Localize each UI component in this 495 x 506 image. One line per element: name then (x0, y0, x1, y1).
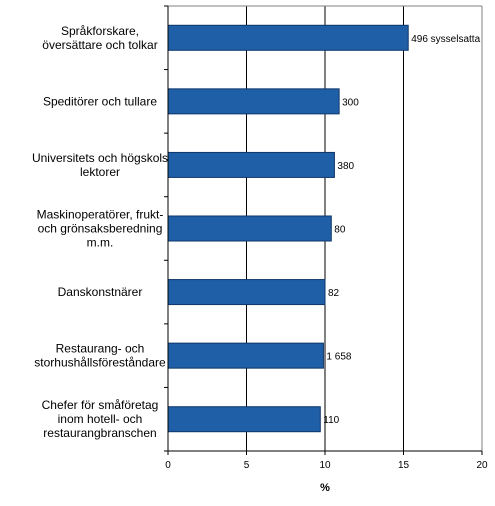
data-label: 80 (334, 225, 346, 236)
data-label: 380 (337, 161, 354, 172)
category-label: Maskinoperatörer, frukt-och grönsaksbere… (37, 208, 164, 250)
category-label: Chefer för småföretag inom hotell- och res… (42, 398, 159, 440)
x-tick-label: 15 (398, 460, 410, 471)
data-label: 1 658 (326, 352, 351, 363)
category-label: Universitets och högskols lektorer (32, 151, 168, 179)
category-label: Danskonstnärer (58, 285, 143, 299)
bar (167, 151, 335, 178)
data-label: 110 (323, 415, 339, 426)
x-axis: 0 5 10 15 20 (164, 5, 488, 471)
data-label: 300 (342, 97, 359, 108)
category-label: Speditörer och tullare (43, 94, 157, 108)
bars (167, 24, 409, 433)
data-label: 496 sysselsatta (411, 34, 480, 45)
category-label: Restaurang- och storhushållsföreståndare (34, 342, 166, 370)
bar (167, 406, 321, 433)
x-axis-title: % (320, 482, 330, 494)
bar (167, 279, 326, 306)
x-tick-label: 10 (319, 460, 331, 471)
data-labels: 496 sysselsatta 300 380 80 82 1 658 110 (323, 34, 480, 426)
bar (167, 24, 409, 51)
category-labels: Språkforskare, översättare och tolkar Sped… (32, 24, 168, 440)
data-label: 82 (328, 288, 340, 299)
bar (167, 342, 324, 369)
x-tick-label: 0 (165, 460, 171, 471)
bar (167, 215, 332, 242)
bar (167, 88, 340, 115)
x-tick-label: 20 (476, 460, 488, 471)
x-tick-label: 5 (244, 460, 250, 471)
category-label: Språkforskare, översättare och tolkar (42, 24, 157, 52)
